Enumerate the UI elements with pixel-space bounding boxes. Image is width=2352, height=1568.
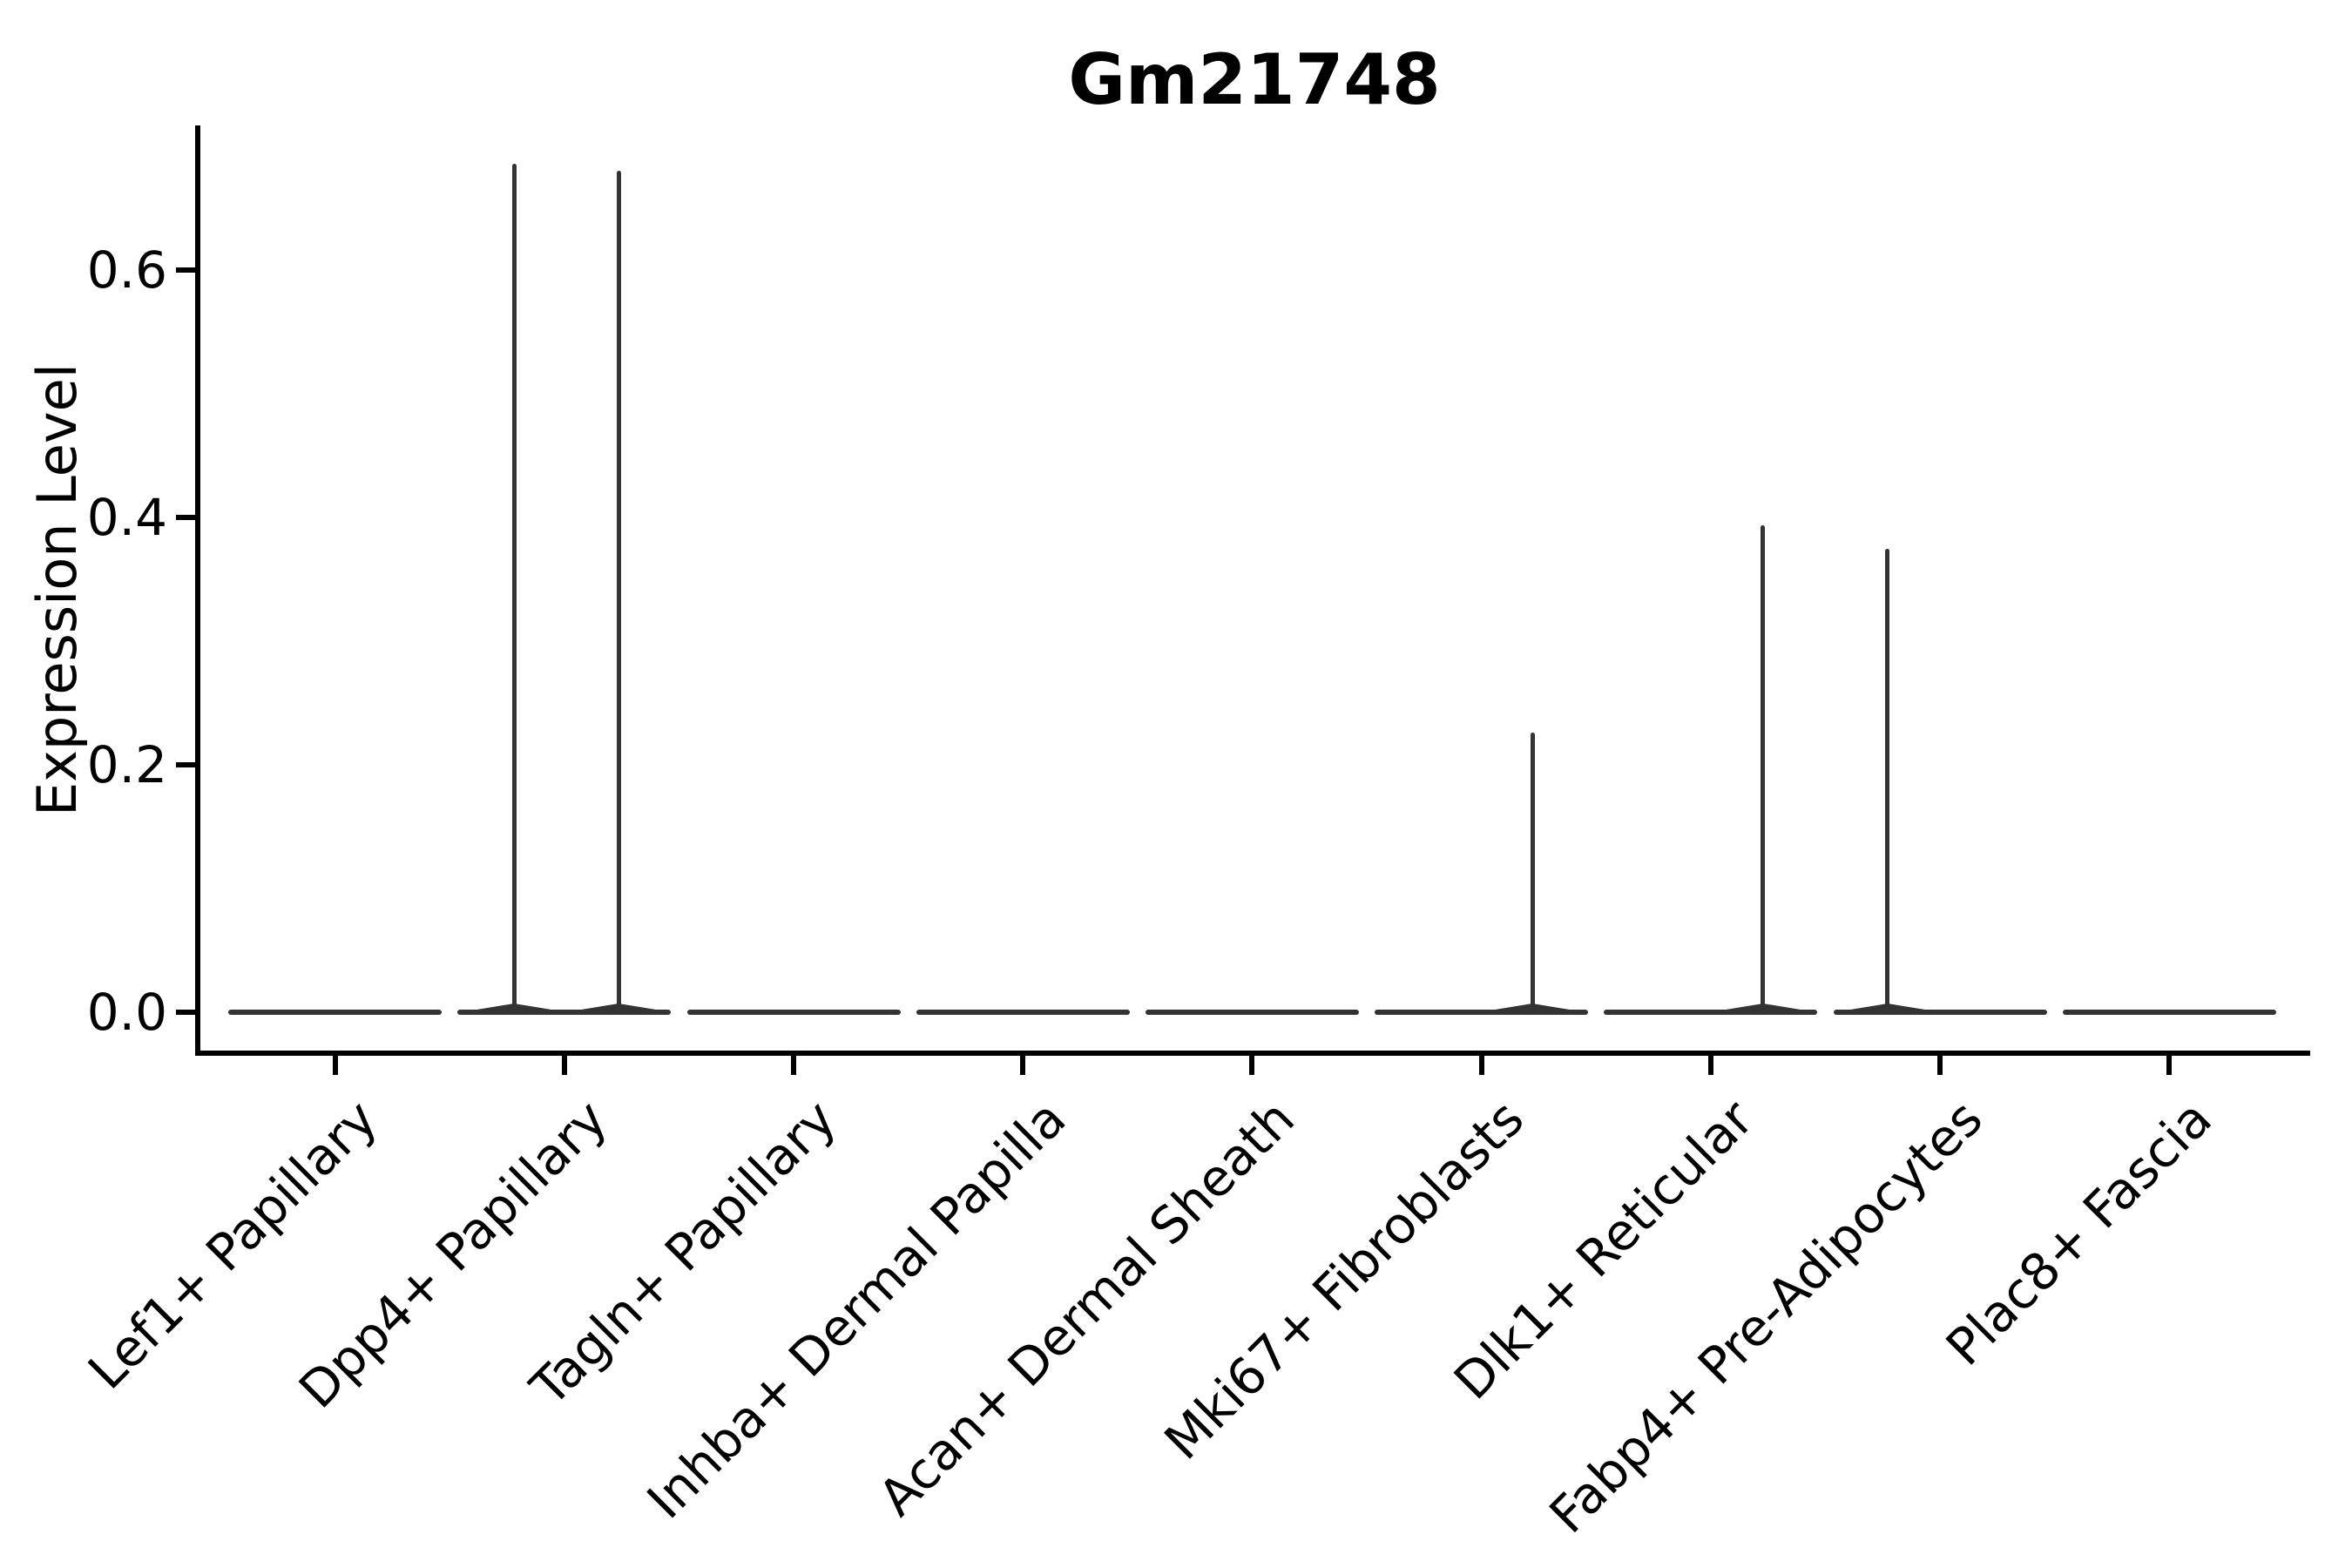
y-tick-mark	[176, 762, 195, 767]
violin-body	[916, 1010, 1130, 1015]
violin-body	[1375, 1010, 1589, 1015]
x-axis-line	[195, 1051, 2310, 1056]
y-tick-label: 0.4	[86, 488, 167, 547]
x-tick-mark	[332, 1056, 338, 1075]
violin-body	[2062, 1010, 2276, 1015]
y-tick-label: 0.6	[86, 240, 167, 300]
x-tick-label: Fabp4+ Pre-Adipocytes	[1538, 1088, 1994, 1544]
chart-title: Gm21748	[1068, 39, 1441, 120]
violin-body	[1833, 1010, 2047, 1015]
x-tick-label: Acan+ Dermal Sheath	[867, 1088, 1307, 1528]
violin-body	[1145, 1010, 1359, 1015]
violin-density-spike	[1885, 548, 1890, 1015]
y-tick-label: 0.0	[86, 983, 167, 1042]
violin-body	[1604, 1010, 1818, 1015]
x-tick-mark	[1249, 1056, 1255, 1075]
violin-density-spike	[616, 171, 621, 1015]
x-tick-mark	[1937, 1056, 1943, 1075]
x-tick-mark	[1707, 1056, 1713, 1075]
violin-body	[457, 1010, 672, 1015]
x-tick-mark	[2166, 1056, 2173, 1075]
x-tick-label: Inhba+ Dermal Papilla	[635, 1088, 1078, 1531]
y-tick-mark	[176, 1010, 195, 1015]
y-axis-line	[195, 125, 200, 1056]
violin-density-spike	[1761, 524, 1766, 1015]
y-tick-mark	[176, 515, 195, 520]
y-tick-label: 0.2	[86, 735, 167, 794]
x-tick-mark	[1478, 1056, 1484, 1075]
x-tick-mark	[1020, 1056, 1026, 1075]
x-tick-mark	[561, 1056, 567, 1075]
x-tick-mark	[791, 1056, 796, 1075]
violin-density-spike	[511, 163, 517, 1015]
violin-density-spike	[1530, 733, 1535, 1015]
violin-body	[228, 1010, 443, 1015]
y-tick-mark	[176, 267, 195, 273]
violin-body	[686, 1010, 901, 1015]
